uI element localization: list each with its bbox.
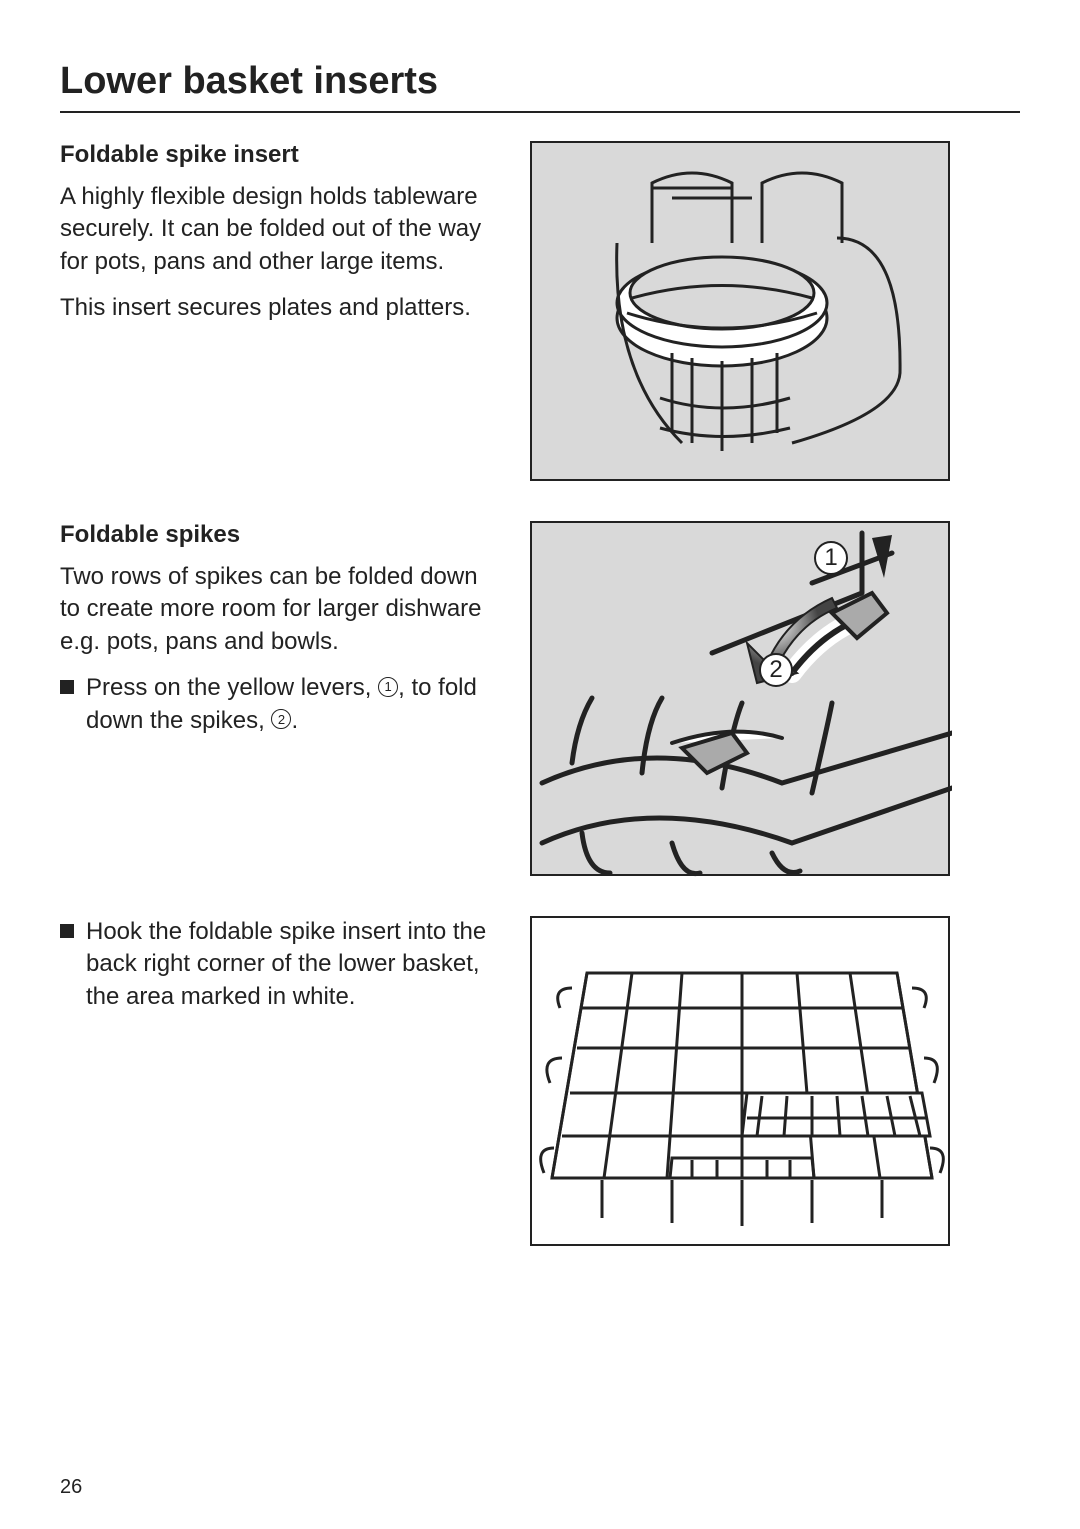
- page-title: Lower basket inserts: [60, 60, 1020, 113]
- callout-ref-1: 1: [378, 677, 398, 697]
- section-foldable-spike-insert: Foldable spike insert A highly flexible …: [60, 141, 1020, 481]
- figure-spike-insert: [530, 141, 950, 481]
- image-column: [520, 141, 950, 481]
- heading-foldable-spikes: Foldable spikes: [60, 521, 500, 549]
- bullet-text-part: Hook the foldable spike insert into the …: [86, 918, 486, 1010]
- paragraph: Two rows of spikes can be folded down to…: [60, 561, 500, 658]
- callout-ref-2: 2: [271, 709, 291, 729]
- image-column: [520, 916, 950, 1246]
- text-column: Foldable spikes Two rows of spikes can b…: [60, 521, 500, 751]
- bullet-item: Press on the yellow levers, 1, to fold d…: [60, 672, 500, 737]
- bullet-text-part: .: [291, 707, 298, 734]
- figure-callout-2: 2: [759, 653, 793, 687]
- bullet-text: Press on the yellow levers, 1, to fold d…: [86, 672, 500, 737]
- heading-foldable-spike-insert: Foldable spike insert: [60, 141, 500, 169]
- image-column: 1 2: [520, 521, 950, 876]
- bullet-text: Hook the foldable spike insert into the …: [86, 916, 500, 1013]
- bullet-square-icon: [60, 924, 74, 938]
- paragraph: This insert secures plates and platters.: [60, 292, 500, 324]
- section-hook-insert: Hook the foldable spike insert into the …: [60, 916, 1020, 1246]
- text-column: Foldable spike insert A highly flexible …: [60, 141, 500, 339]
- bullet-item: Hook the foldable spike insert into the …: [60, 916, 500, 1013]
- figure-lower-basket: [530, 916, 950, 1246]
- page-number: 26: [60, 1476, 82, 1499]
- figure-foldable-spikes: 1 2: [530, 521, 950, 876]
- bullet-square-icon: [60, 680, 74, 694]
- figure-callout-1: 1: [814, 541, 848, 575]
- section-foldable-spikes: Foldable spikes Two rows of spikes can b…: [60, 521, 1020, 876]
- bullet-text-part: Press on the yellow levers,: [86, 674, 378, 701]
- paragraph: A highly flexible design holds tableware…: [60, 181, 500, 278]
- text-column: Hook the foldable spike insert into the …: [60, 916, 500, 1027]
